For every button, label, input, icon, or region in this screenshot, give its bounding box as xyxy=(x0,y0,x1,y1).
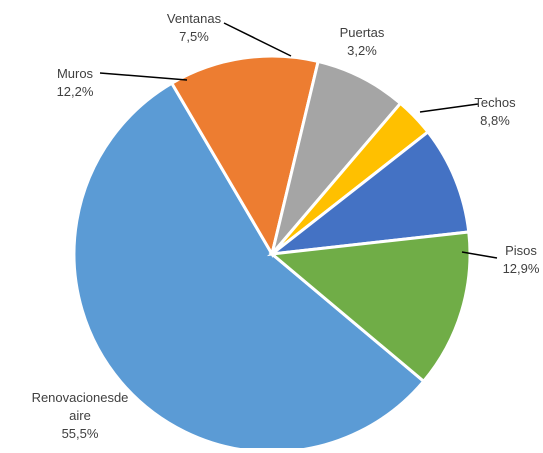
leader-line-pisos xyxy=(461,251,498,259)
data-labels: Renovacionesde aire 55,5% Muros 12,2% Ventana… xyxy=(32,11,540,441)
leader-line-ventanas xyxy=(223,22,292,57)
pie-slice-techos xyxy=(266,129,471,257)
pie-slices xyxy=(72,54,472,453)
pie-slice-muros xyxy=(169,54,320,258)
leader-lines xyxy=(99,22,498,259)
data-label-value-puertas: 3,2% xyxy=(347,43,377,58)
data-label-value-techos: 8,8% xyxy=(480,113,510,128)
data-label-name-techos: Techos xyxy=(474,95,516,110)
data-label-name-pisos: Pisos xyxy=(505,243,537,258)
data-label-name-muros: Muros xyxy=(57,66,94,81)
leader-line-techos xyxy=(419,103,479,113)
data-label-value-pisos: 12,9% xyxy=(503,261,540,276)
data-label-name-ventanas: Ventanas xyxy=(167,11,222,26)
leader-line-muros xyxy=(99,72,188,81)
data-label-name-puertas: Puertas xyxy=(340,25,385,40)
data-label-value-muros: 12,2% xyxy=(57,84,94,99)
data-label-name-renovaciones: aire xyxy=(69,408,91,423)
data-label-name-renovaciones: Renovacionesde xyxy=(32,390,129,405)
pie-slice-pisos xyxy=(268,230,472,384)
data-label-value-ventanas: 7,5% xyxy=(179,29,209,44)
data-label-value-renovaciones: 55,5% xyxy=(62,426,99,441)
pie-slice-renovaciones xyxy=(72,81,426,453)
